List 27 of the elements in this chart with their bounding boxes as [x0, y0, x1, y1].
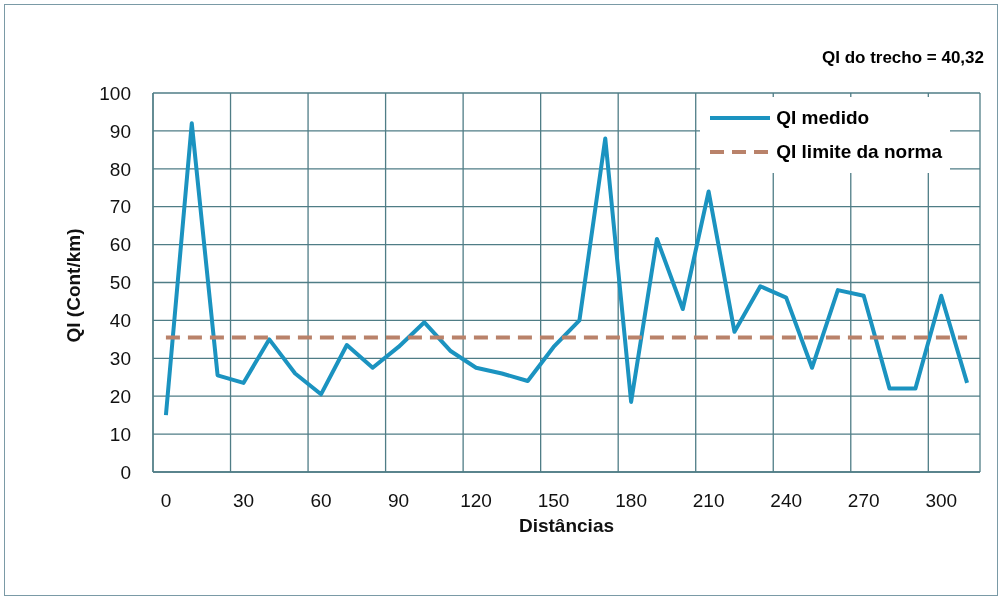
x-tick-label: 270 — [847, 490, 880, 512]
y-tick-label: 30 — [109, 348, 131, 370]
x-tick-label: 0 — [160, 490, 172, 512]
y-tick-label: 60 — [109, 234, 131, 256]
y-tick-label: 40 — [109, 310, 131, 332]
x-tick-label: 30 — [232, 490, 255, 512]
x-tick-label: 210 — [692, 490, 725, 512]
y-tick-label: 90 — [109, 120, 131, 142]
x-tick-label: 150 — [537, 490, 570, 512]
y-tick-label: 80 — [109, 158, 131, 180]
y-tick-label: 70 — [109, 196, 131, 218]
x-tick-label: 120 — [460, 490, 492, 512]
y-axis-title: QI (Cont/km) — [62, 228, 84, 343]
y-tick-label: 10 — [109, 423, 131, 445]
y-tick-label: 100 — [99, 82, 131, 104]
x-tick-label: 180 — [615, 490, 647, 512]
legend-label: QI medido — [776, 107, 870, 129]
x-axis-title: Distâncias — [518, 515, 615, 536]
x-tick-label: 300 — [925, 490, 958, 512]
x-tick-label: 240 — [770, 490, 803, 512]
x-tick-label: 60 — [310, 490, 332, 512]
x-tick-label: 90 — [387, 490, 410, 512]
y-tick-label: 50 — [109, 272, 131, 294]
y-tick-label: 20 — [109, 385, 131, 407]
y-tick-label: 0 — [120, 461, 131, 483]
text: QI do trecho = 40,32 — [821, 48, 984, 68]
legend-label: QI limite da norma — [776, 141, 942, 163]
